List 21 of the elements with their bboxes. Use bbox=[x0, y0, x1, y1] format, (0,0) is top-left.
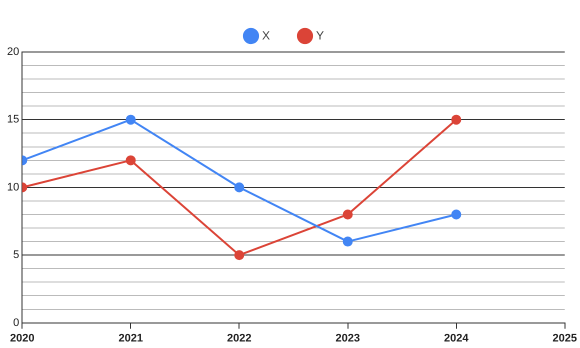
point bbox=[234, 182, 244, 192]
point bbox=[342, 236, 353, 247]
x-tick-label: 2021 bbox=[118, 332, 143, 344]
y-tick-label: 10 bbox=[6, 181, 20, 194]
x-tick-label: 2025 bbox=[552, 332, 578, 344]
y-tick-label: 0 bbox=[13, 316, 20, 329]
point bbox=[342, 209, 353, 220]
y-tick-label: 15 bbox=[6, 114, 20, 126]
point bbox=[126, 114, 136, 125]
point bbox=[451, 114, 462, 125]
x-tick-label: 2020 bbox=[10, 332, 34, 344]
point bbox=[451, 209, 462, 220]
x-tick-label: 2024 bbox=[444, 332, 470, 344]
x-tick-label: 2022 bbox=[227, 332, 252, 344]
y-tick-label: 20 bbox=[6, 46, 20, 58]
y-tick-label: 5 bbox=[13, 249, 20, 262]
legend-label: Y bbox=[316, 28, 324, 42]
point bbox=[126, 155, 136, 166]
x-tick-label: 2023 bbox=[336, 332, 360, 344]
point bbox=[234, 250, 244, 260]
legend-label: X bbox=[262, 28, 270, 42]
